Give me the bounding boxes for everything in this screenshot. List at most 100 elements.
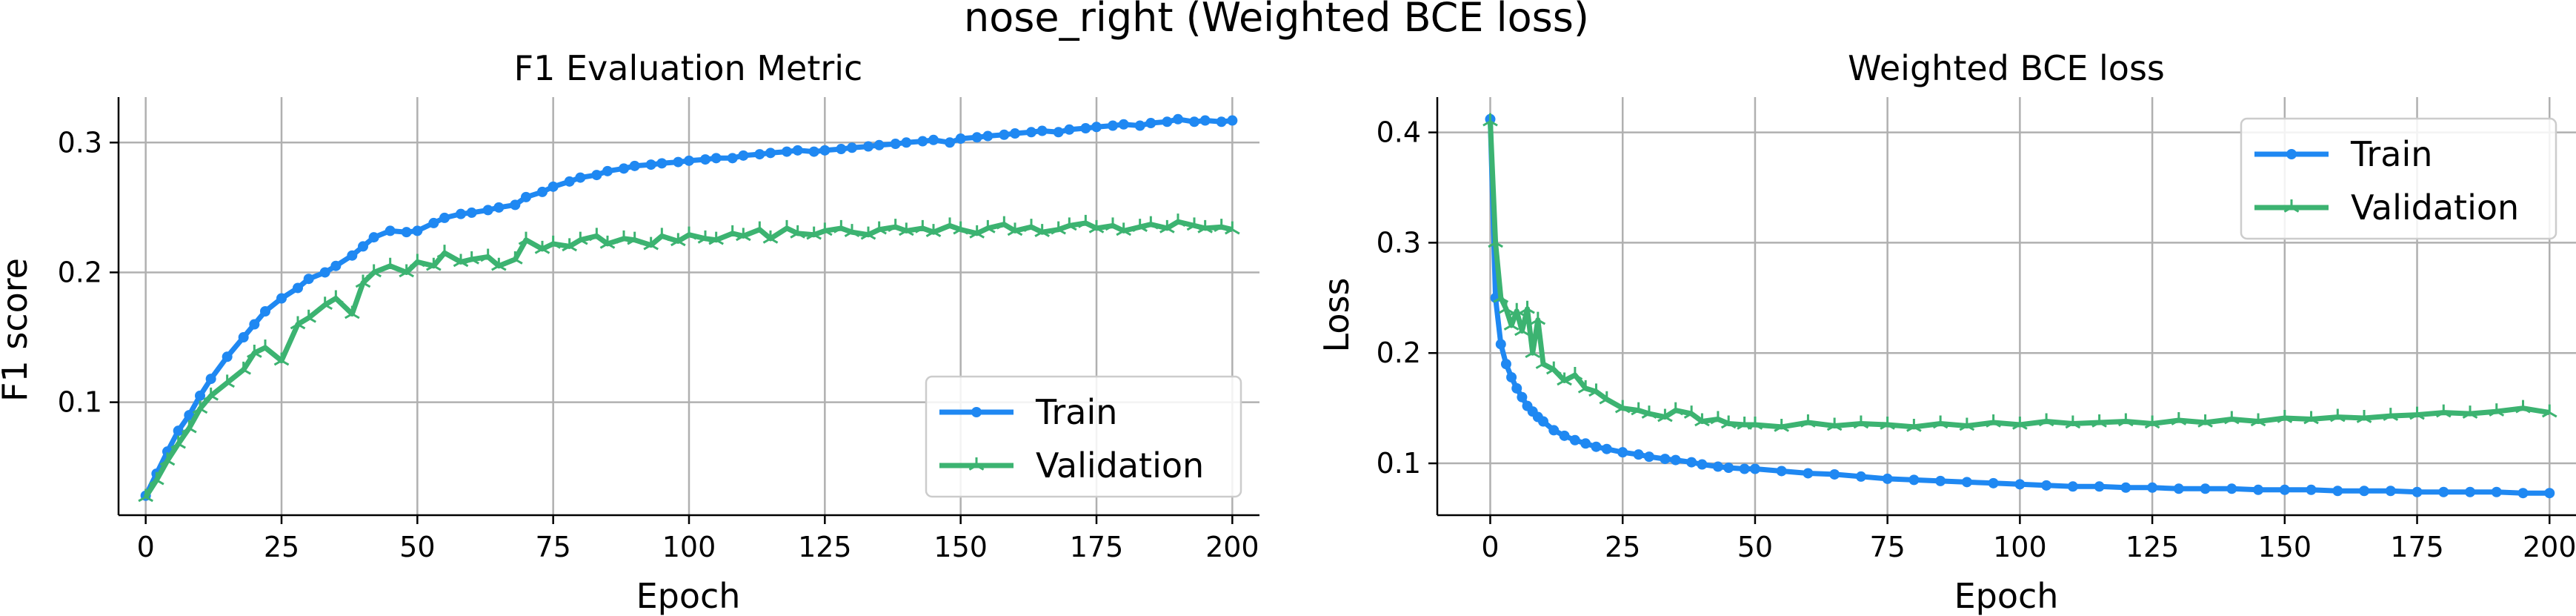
loss-chart-series-point-0: [2306, 484, 2317, 495]
f1-chart-series-point-1: [545, 235, 561, 249]
loss-chart-series-point-1: [1508, 302, 1525, 317]
f1-chart-series-point-0: [684, 155, 694, 166]
loss-chart-series: [1482, 113, 2557, 499]
f1-chart-series-point-1: [1007, 222, 1023, 236]
f1-chart-series-point-0: [808, 146, 819, 157]
loss-chart-legend-marker-0: [2286, 149, 2297, 159]
loss-chart-series-point-1: [1498, 300, 1514, 314]
f1-chart-xtick-label: 25: [264, 531, 299, 563]
loss-chart-series-point-0: [1511, 382, 1522, 394]
f1-chart-series-point-0: [1010, 128, 1020, 139]
loss-chart-series-point-1: [1567, 367, 1583, 380]
f1-chart-series-point-0: [521, 191, 531, 202]
f1-chart-series-point-1: [969, 225, 985, 239]
f1-chart-series-point-0: [890, 139, 901, 150]
loss-chart-series-point-1: [1668, 402, 1684, 416]
loss-chart-ytick-label: 0.1: [1377, 447, 1421, 480]
f1-chart-series-point-0: [836, 144, 847, 155]
f1-chart-series-point-1: [382, 257, 398, 271]
f1-chart-series-point-0: [260, 306, 270, 317]
f1-chart-series-point-1: [317, 297, 333, 311]
f1-chart-series-point-0: [700, 154, 710, 165]
loss-chart-series-point-0: [2359, 486, 2370, 497]
f1-chart-series-point-1: [345, 305, 360, 319]
loss-chart-series-point-1: [1482, 113, 1498, 127]
f1-chart-series-point-1: [257, 340, 273, 353]
loss-chart-series-point-1: [1525, 345, 1540, 359]
f1-chart-ytick-label: 0.2: [58, 256, 102, 288]
loss-chart-series-point-0: [1517, 391, 1528, 403]
loss-chart-series-point-1: [2435, 404, 2452, 418]
f1-chart-series-point-1: [925, 224, 942, 237]
f1-chart-series-point-1: [736, 228, 751, 242]
loss-chart-series-point-1: [1826, 417, 1843, 431]
f1-chart-xlabel: Epoch: [636, 576, 741, 616]
f1-chart-series-point-0: [619, 163, 629, 174]
loss-chart-xtick-label: 125: [2126, 531, 2180, 563]
f1-chart-series-point-0: [184, 410, 195, 421]
loss-chart-xtick-label: 50: [1737, 531, 1773, 563]
f1-chart-series-point-0: [873, 139, 885, 150]
loss-chart-series-point-0: [2385, 486, 2396, 497]
f1-chart-series-point-1: [290, 316, 306, 330]
loss-chart-series-point-0: [1537, 416, 1548, 427]
f1-chart-xtick-label: 0: [137, 531, 155, 563]
f1-chart-series-point-1: [562, 238, 577, 252]
loss-chart-series-point-1: [1535, 356, 1551, 369]
f1-chart-series-point-0: [482, 205, 493, 216]
f1-chart-series-point-1: [410, 254, 425, 268]
loss-chart-series-point-1: [2065, 415, 2081, 429]
f1-chart-series-point-1: [399, 264, 414, 278]
loss-chart-series-point-1: [1932, 415, 1948, 429]
f1-chart-series-point-1: [426, 257, 442, 271]
f1-chart-series-point-0: [738, 150, 749, 161]
f1-chart-series-point-1: [1186, 217, 1202, 231]
f1-chart-series-point-1: [953, 221, 968, 235]
f1-chart-series-point-1: [1051, 221, 1066, 235]
loss-chart-series-point-1: [1720, 415, 1737, 429]
loss-chart-series-point-1: [1694, 413, 1710, 427]
f1-chart-series-point-0: [293, 282, 303, 294]
f1-chart-series-point-0: [645, 159, 656, 170]
loss-chart-series-point-0: [1776, 466, 1787, 477]
loss-chart-series-point-0: [1580, 438, 1591, 449]
f1-chart-series-point-1: [654, 228, 670, 242]
loss-chart-series-point-1: [1545, 361, 1562, 375]
f1-chart-xtick-label: 150: [933, 531, 988, 563]
loss-chart-series-point-1: [2356, 410, 2372, 423]
f1-chart-series-point-0: [1080, 123, 1091, 134]
f1-chart-series-point-1: [725, 225, 740, 239]
f1-chart-series-point-1: [301, 309, 316, 323]
loss-chart-series-point-1: [1520, 300, 1535, 314]
f1-chart-legend: Train Validation: [925, 375, 1242, 498]
f1-chart-series-point-1: [159, 452, 176, 466]
loss-chart-xlabel: Epoch: [1954, 576, 2059, 616]
f1-chart-series-point-0: [591, 170, 602, 181]
f1-chart-series-point-1: [464, 251, 479, 265]
loss-chart-series-point-1: [2329, 408, 2346, 423]
loss-chart-series-point-1: [1906, 418, 1922, 432]
f1-chart-series-point-0: [1064, 124, 1075, 135]
loss-chart-series-point-0: [1961, 477, 1972, 488]
f1-chart-title: F1 Evaluation Metric: [514, 48, 863, 88]
f1-chart-series-point-1: [762, 230, 779, 244]
f1-chart-ylabel: F1 score: [0, 258, 35, 402]
loss-chart-xtick-label: 0: [1481, 531, 1499, 563]
loss-chart-series-point-1: [1530, 311, 1546, 325]
f1-chart-series-point-1: [236, 361, 251, 375]
f1-chart-series-point-1: [149, 471, 164, 486]
loss-chart-series-point-1: [2197, 414, 2213, 428]
f1-chart-series-point-0: [347, 250, 358, 261]
f1-chart-series-point-0: [754, 149, 765, 160]
f1-chart-series-point-0: [195, 390, 205, 401]
loss-chart-series-point-0: [1723, 463, 1734, 474]
loss-chart-series-point-0: [1633, 449, 1644, 460]
f1-chart-series-point-1: [790, 225, 805, 239]
f1-chart-series-point-0: [955, 133, 966, 145]
f1-chart-series-point-0: [173, 425, 184, 437]
f1-chart-series-point-1: [273, 352, 290, 366]
f1-chart-series-point-0: [710, 153, 722, 164]
f1-chart-ytick-label: 0.3: [58, 126, 102, 159]
f1-chart-legend-label-0: Train: [1035, 392, 1117, 432]
